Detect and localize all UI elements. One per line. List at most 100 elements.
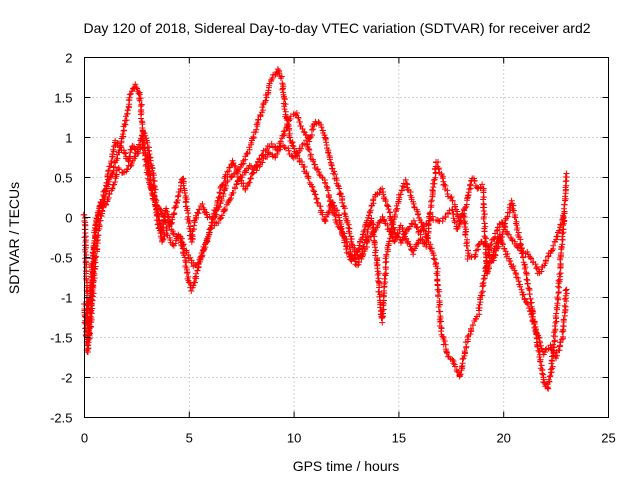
data-point xyxy=(449,356,456,363)
data-point xyxy=(150,192,157,199)
data-point xyxy=(86,295,93,302)
data-point xyxy=(499,240,506,247)
data-point xyxy=(137,95,144,102)
data-point xyxy=(348,236,355,243)
data-point xyxy=(283,124,290,131)
y-tick-label: 2 xyxy=(65,51,72,66)
data-point xyxy=(499,241,506,248)
data-point xyxy=(462,231,469,238)
data-point xyxy=(545,345,552,352)
data-point xyxy=(353,249,360,256)
data-point xyxy=(506,209,513,216)
data-point xyxy=(501,245,508,252)
data-point xyxy=(443,349,450,356)
data-point xyxy=(123,117,130,124)
data-point xyxy=(325,150,332,157)
data-point xyxy=(520,291,527,298)
data-point xyxy=(105,167,112,174)
data-point xyxy=(561,302,568,309)
data-point xyxy=(426,210,433,217)
data-point xyxy=(451,219,458,226)
data-point xyxy=(489,255,496,262)
data-point xyxy=(377,304,384,311)
data-point xyxy=(319,174,326,181)
data-point xyxy=(174,200,181,207)
data-point xyxy=(110,181,117,188)
data-point xyxy=(114,140,121,147)
data-point xyxy=(435,293,442,300)
data-point xyxy=(296,119,303,126)
data-point xyxy=(112,137,119,144)
data-point xyxy=(429,187,436,194)
data-point xyxy=(281,96,288,103)
data-point xyxy=(558,222,565,229)
data-point xyxy=(82,255,89,262)
data-point xyxy=(492,243,499,250)
data-point xyxy=(504,250,511,257)
data-point xyxy=(305,146,312,153)
data-point xyxy=(551,323,558,329)
data-point xyxy=(314,166,321,173)
data-point xyxy=(522,269,529,276)
data-point xyxy=(133,85,140,92)
data-point xyxy=(191,222,198,229)
data-point xyxy=(285,121,292,128)
data-point xyxy=(407,246,414,253)
data-point xyxy=(469,322,476,329)
data-point xyxy=(132,81,139,88)
plot-frame xyxy=(84,57,609,418)
data-point xyxy=(160,236,167,243)
data-point xyxy=(555,296,562,303)
data-point xyxy=(277,75,284,82)
data-point xyxy=(106,190,113,197)
data-point xyxy=(450,215,457,222)
data-point xyxy=(127,163,134,170)
data-point xyxy=(464,256,471,263)
x-tick-label: 15 xyxy=(392,431,406,446)
data-point xyxy=(458,363,465,370)
data-point xyxy=(163,205,170,212)
data-point xyxy=(274,151,281,158)
data-point xyxy=(184,207,191,214)
data-point xyxy=(439,175,446,182)
data-point xyxy=(461,219,468,226)
data-point xyxy=(472,251,479,258)
data-point xyxy=(399,183,406,190)
data-point xyxy=(295,114,302,121)
data-point xyxy=(259,159,266,166)
data-point xyxy=(151,195,158,202)
data-point xyxy=(325,187,332,194)
y-tick-label: -0.5 xyxy=(50,251,72,266)
data-point xyxy=(538,268,545,275)
data-point xyxy=(551,329,558,336)
data-point xyxy=(276,70,283,77)
data-point xyxy=(327,198,334,205)
data-point xyxy=(526,305,533,312)
data-point xyxy=(380,191,387,198)
data-point xyxy=(232,163,239,170)
data-point xyxy=(520,254,527,261)
data-point xyxy=(190,282,197,289)
data-point xyxy=(176,188,183,195)
data-point xyxy=(539,370,546,377)
data-point xyxy=(234,177,241,184)
data-point xyxy=(104,180,111,187)
data-point xyxy=(449,197,456,204)
data-point xyxy=(80,300,87,307)
data-point xyxy=(207,225,214,232)
data-point xyxy=(107,163,114,170)
data-point xyxy=(410,200,417,207)
data-point xyxy=(359,253,366,260)
data-point xyxy=(124,165,131,172)
data-point xyxy=(285,147,292,154)
data-point xyxy=(346,243,353,250)
data-point xyxy=(400,228,407,235)
data-point xyxy=(557,260,564,267)
data-point xyxy=(306,146,313,153)
data-point xyxy=(502,223,509,230)
data-point xyxy=(221,206,228,213)
data-point xyxy=(102,193,109,200)
data-point xyxy=(505,231,512,238)
data-point xyxy=(365,212,372,219)
data-point xyxy=(102,201,109,208)
